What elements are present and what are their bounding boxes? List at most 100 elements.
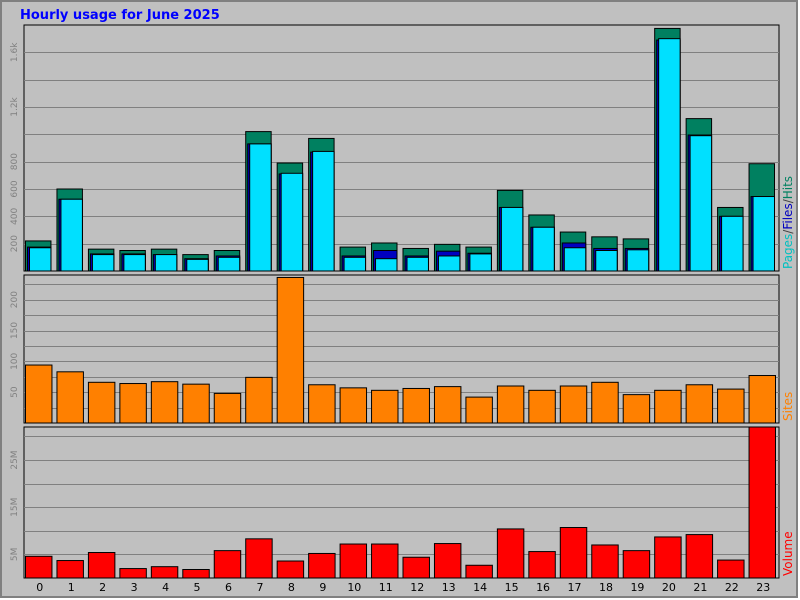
bar-volume-18 [591,544,619,579]
bar-sites-7 [245,376,273,424]
x-tick-label-16: 16 [536,581,550,594]
panel-sites-y-tick-label-0: 50 [10,386,20,398]
bar-pages-7 [249,143,272,272]
legend-item-0: Sites [781,392,795,421]
bar-sites-3 [119,383,147,424]
x-tick-label-1: 1 [68,581,75,594]
bar-pages-12 [406,256,429,272]
bar-sites-14 [465,396,493,424]
bar-pages-8 [280,172,304,272]
legend-item-4: Hits [781,176,795,199]
bar-pages-15 [500,206,524,272]
x-tick-label-8: 8 [288,581,295,594]
x-tick-label-12: 12 [410,581,424,594]
panel-sites-legend: Sites [781,392,795,421]
chart-panels: 2004006008001.2k1.6kPages/Files/Hits5010… [10,24,795,579]
bar-pages-17 [563,247,587,272]
x-tick-label-18: 18 [599,581,613,594]
x-tick-label-17: 17 [568,581,582,594]
bar-volume-7 [245,538,273,579]
bar-volume-3 [119,568,147,579]
x-tick-label-22: 22 [725,581,739,594]
bar-sites-18 [591,381,619,424]
bar-sites-12 [402,387,430,424]
x-tick-label-11: 11 [379,581,393,594]
panel-traffic-plot-area [23,24,780,272]
x-tick-label-14: 14 [473,581,487,594]
bar-pages-5 [186,258,209,272]
legend-item-2: Files [781,203,795,229]
panel-sites-y-tick-label-3: 200 [10,291,20,308]
bar-sites-5 [182,383,210,424]
panel-sites-y-tick-label-2: 150 [10,322,20,339]
panel-sites: 50 100 150 200 Sites [10,274,795,424]
bar-pages-23 [752,196,776,272]
panel-traffic-y-tick-label-4: 1.2k [10,96,20,116]
bar-volume-21 [685,534,714,579]
bar-sites-1 [56,371,84,424]
bar-sites-8 [276,276,305,424]
legend-item-0: Pages [781,234,795,269]
x-tick-label-21: 21 [693,581,707,594]
bar-volume-4 [150,566,179,579]
bar-sites-10 [339,387,368,424]
bar-pages-3 [123,254,146,272]
bar-sites-4 [150,381,179,424]
bar-pages-13 [437,255,461,272]
bar-volume-9 [308,552,336,579]
bar-pages-16 [532,226,555,272]
panel-volume-y-tick-label-0: 5M [10,548,20,562]
bar-volume-1 [56,560,84,579]
bar-pages-0 [29,247,52,272]
bar-pages-10 [343,256,367,272]
bar-sites-6 [213,392,242,424]
panel-sites-plot-area [23,274,780,424]
bar-volume-17 [559,527,588,579]
bar-volume-20 [654,536,682,579]
bar-volume-13 [433,543,462,579]
bar-sites-15 [496,385,525,424]
x-tick-label-4: 4 [162,581,169,594]
panel-volume-y-tick-label-2: 25M [10,450,20,469]
x-tick-label-6: 6 [225,581,232,594]
bar-sites-23 [748,375,777,424]
bar-volume-8 [276,560,305,579]
x-tick-label-7: 7 [256,581,263,594]
bar-volume-16 [528,551,556,579]
legend-item-3: / [781,198,795,203]
bar-pages-18 [595,250,618,272]
bar-pages-14 [469,253,492,272]
bar-pages-20 [658,38,681,272]
bar-pages-19 [626,249,650,272]
x-tick-label-20: 20 [662,581,676,594]
bar-pages-1 [60,198,83,272]
bar-volume-12 [402,556,430,579]
x-tick-label-5: 5 [194,581,201,594]
panel-traffic-y-tick-label-1: 400 [10,207,20,224]
bar-volume-23 [748,426,777,579]
panel-volume: 5M 15M 25M Volume [10,426,795,579]
bar-volume-19 [622,550,651,579]
legend-item-1: / [781,229,795,234]
panel-sites-y-tick-label-1: 100 [10,352,20,369]
bar-volume-11 [371,543,399,579]
bar-volume-2 [87,552,116,579]
bar-sites-22 [717,388,745,424]
x-axis-labels: 0 1 2 3 4 5 6 7 8 9 10 11 12 13 14 15 16 17 18 19 20 21 22 23 [36,581,770,594]
bar-volume-15 [496,528,525,579]
bar-pages-11 [375,258,398,272]
bar-sites-20 [654,389,682,424]
x-tick-label-0: 0 [36,581,43,594]
panel-volume-y-tick-label-1: 15M [10,498,20,517]
bar-pages-22 [721,215,744,272]
bar-sites-9 [308,384,336,424]
bar-pages-4 [154,254,178,272]
panel-traffic-y-tick-label-5: 1.6k [10,42,20,62]
panel-volume-legend: Volume [781,531,795,576]
x-tick-label-2: 2 [99,581,106,594]
bar-pages-6 [217,256,241,272]
bar-pages-21 [689,135,713,272]
bar-sites-19 [622,394,651,424]
